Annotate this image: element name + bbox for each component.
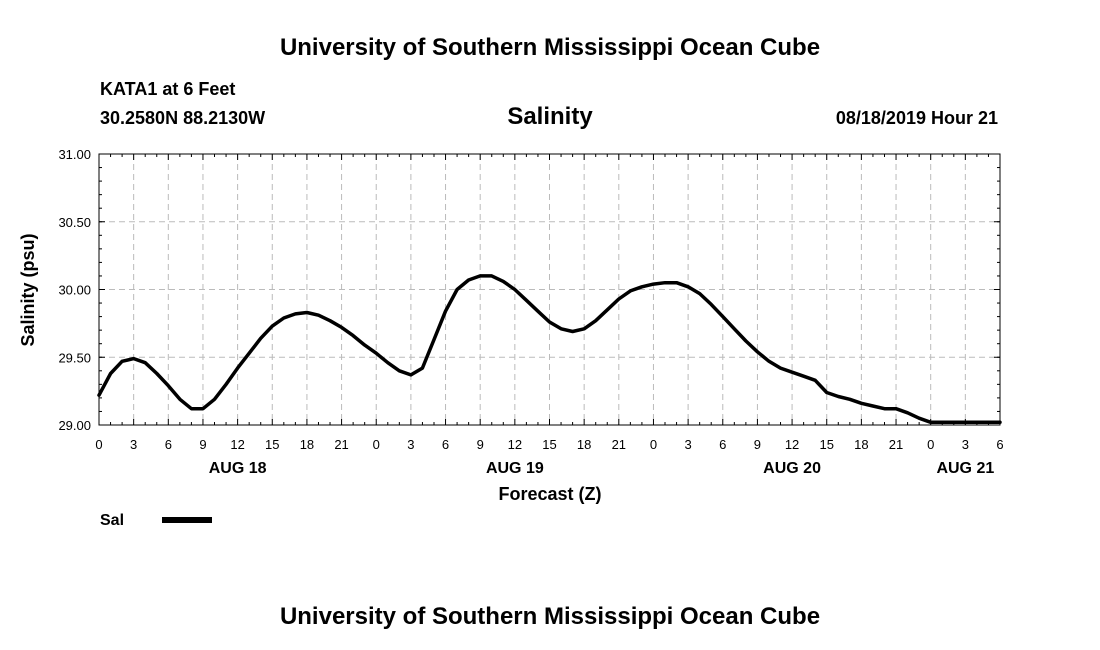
bottom-title: University of Southern Mississippi Ocean… [280, 603, 820, 630]
x-tick-label: 3 [407, 437, 414, 452]
x-tick-label: 3 [684, 437, 691, 452]
x-tick-label: 3 [130, 437, 137, 452]
y-tick-label: 30.00 [58, 283, 91, 298]
day-label: AUG 18 [209, 460, 267, 477]
datetime-label: 08/18/2019 Hour 21 [836, 108, 998, 128]
y-tick-label: 30.50 [58, 215, 91, 230]
x-tick-label: 12 [508, 437, 522, 452]
y-tick-labels: 29.00 29.50 30.00 30.50 31.00 [58, 147, 91, 433]
x-tick-label: 0 [650, 437, 657, 452]
x-tick-label: 18 [854, 437, 868, 452]
x-tick-label: 12 [785, 437, 799, 452]
day-label: AUG 21 [936, 460, 994, 477]
x-tick-label: 18 [577, 437, 591, 452]
series-line-sal [97, 274, 1002, 425]
axis-ticks [98, 153, 1001, 426]
x-tick-label: 9 [199, 437, 206, 452]
x-tick-label: 21 [889, 437, 903, 452]
top-title: University of Southern Mississippi Ocean… [280, 34, 820, 61]
x-tick-labels: 0 3 6 9 12 15 18 21 0 3 6 9 12 15 18 21 0 3 6 9 12 15 18 21 0 3 6 [95, 437, 1003, 452]
day-label: AUG 19 [486, 460, 544, 477]
grid-lines [99, 154, 1000, 425]
x-tick-label: 15 [542, 437, 556, 452]
station-label: KATA1 at 6 Feet [100, 79, 235, 99]
y-tick-label: 29.50 [58, 350, 91, 365]
x-tick-label: 0 [95, 437, 102, 452]
x-tick-label: 6 [719, 437, 726, 452]
x-tick-label: 21 [334, 437, 348, 452]
x-tick-label: 6 [165, 437, 172, 452]
x-tick-label: 21 [612, 437, 626, 452]
x-tick-label: 6 [442, 437, 449, 452]
legend-label: Sal [100, 512, 124, 529]
x-tick-label: 9 [754, 437, 761, 452]
y-axis-title: Salinity (psu) [18, 233, 38, 346]
x-tick-label: 18 [300, 437, 314, 452]
x-tick-label: 15 [819, 437, 833, 452]
y-tick-label: 31.00 [58, 147, 91, 162]
x-axis-title: Forecast (Z) [498, 484, 601, 504]
y-tick-label: 29.00 [58, 418, 91, 433]
x-tick-label: 3 [962, 437, 969, 452]
x-tick-label: 12 [230, 437, 244, 452]
x-tick-label: 0 [927, 437, 934, 452]
day-labels: AUG 18 AUG 19 AUG 20 AUG 21 [209, 460, 995, 477]
coordinates-label: 30.2580N 88.2130W [100, 108, 265, 128]
chart-title: Salinity [507, 103, 593, 130]
x-tick-label: 6 [996, 437, 1003, 452]
series-layer [97, 274, 1002, 425]
x-tick-label: 9 [477, 437, 484, 452]
x-tick-label: 0 [373, 437, 380, 452]
x-tick-label: 15 [265, 437, 279, 452]
day-label: AUG 20 [763, 460, 821, 477]
